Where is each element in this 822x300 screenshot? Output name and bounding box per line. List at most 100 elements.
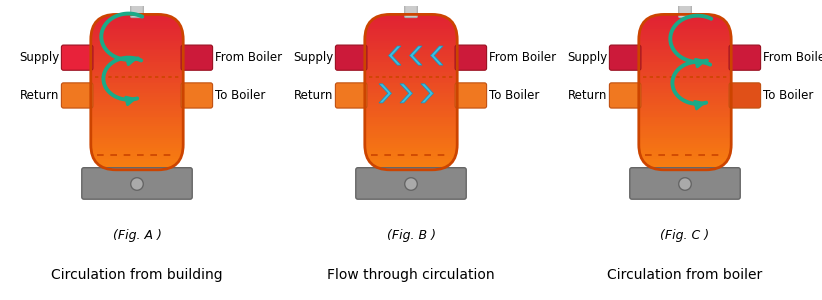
Bar: [639, 99, 732, 102]
Bar: [365, 140, 457, 142]
Bar: [639, 76, 732, 79]
Bar: [639, 14, 732, 16]
Bar: [365, 68, 457, 71]
Text: From Boiler: From Boiler: [763, 51, 822, 64]
Bar: [365, 20, 457, 22]
Bar: [639, 95, 732, 98]
Text: Circulation from boiler: Circulation from boiler: [607, 268, 763, 282]
Bar: [90, 155, 183, 158]
Bar: [365, 109, 457, 112]
Bar: [639, 130, 732, 133]
Bar: [365, 142, 457, 145]
Polygon shape: [431, 46, 443, 65]
Bar: [639, 148, 732, 150]
Bar: [639, 105, 732, 108]
Bar: [639, 20, 732, 22]
Bar: [90, 39, 183, 42]
Bar: [365, 95, 457, 98]
Bar: [365, 14, 457, 16]
Bar: [639, 107, 732, 110]
Bar: [90, 138, 183, 141]
Bar: [639, 62, 732, 65]
Text: Supply: Supply: [19, 51, 59, 64]
Bar: [639, 52, 732, 55]
Bar: [90, 52, 183, 55]
Bar: [365, 87, 457, 90]
FancyBboxPatch shape: [181, 45, 213, 70]
Bar: [639, 41, 732, 44]
Bar: [639, 29, 732, 32]
FancyBboxPatch shape: [404, 5, 418, 17]
Bar: [90, 101, 183, 104]
Bar: [365, 52, 457, 55]
Bar: [90, 111, 183, 113]
Bar: [365, 118, 457, 121]
Bar: [639, 43, 732, 46]
Bar: [90, 136, 183, 139]
Bar: [90, 163, 183, 166]
Bar: [365, 130, 457, 133]
Bar: [365, 83, 457, 86]
Bar: [90, 78, 183, 80]
Bar: [639, 70, 732, 73]
Bar: [90, 74, 183, 76]
Text: Supply: Supply: [567, 51, 607, 64]
Bar: [365, 50, 457, 53]
Bar: [639, 35, 732, 38]
Bar: [639, 17, 732, 20]
Bar: [365, 70, 457, 73]
Bar: [90, 49, 183, 51]
Bar: [365, 122, 457, 125]
Bar: [90, 93, 183, 96]
Bar: [639, 45, 732, 47]
Bar: [90, 33, 183, 36]
Bar: [365, 62, 457, 65]
Bar: [90, 97, 183, 100]
Bar: [90, 153, 183, 156]
Bar: [365, 78, 457, 80]
Bar: [90, 80, 183, 82]
Bar: [90, 124, 183, 127]
Bar: [90, 41, 183, 44]
Bar: [90, 50, 183, 53]
Bar: [639, 50, 732, 53]
Bar: [639, 132, 732, 135]
Bar: [639, 167, 732, 170]
Bar: [90, 58, 183, 61]
FancyBboxPatch shape: [455, 83, 487, 108]
Bar: [639, 64, 732, 67]
Bar: [365, 72, 457, 75]
Bar: [90, 70, 183, 73]
Bar: [90, 76, 183, 79]
Bar: [365, 35, 457, 38]
Bar: [365, 103, 457, 106]
Bar: [639, 134, 732, 137]
Bar: [365, 111, 457, 113]
Bar: [639, 146, 732, 148]
Bar: [90, 120, 183, 123]
Bar: [90, 87, 183, 90]
Text: Supply: Supply: [293, 51, 333, 64]
Text: To Boiler: To Boiler: [489, 89, 539, 102]
Bar: [365, 152, 457, 154]
Bar: [365, 74, 457, 76]
Bar: [90, 45, 183, 47]
FancyBboxPatch shape: [609, 83, 641, 108]
Bar: [90, 72, 183, 75]
Bar: [639, 83, 732, 86]
Bar: [639, 115, 732, 117]
Bar: [365, 37, 457, 40]
Bar: [90, 29, 183, 32]
Bar: [365, 33, 457, 36]
Bar: [90, 46, 183, 50]
Bar: [90, 68, 183, 71]
Bar: [90, 35, 183, 38]
FancyBboxPatch shape: [729, 83, 760, 108]
Bar: [90, 31, 183, 34]
Bar: [639, 54, 732, 57]
Polygon shape: [421, 84, 433, 103]
Bar: [90, 14, 183, 16]
Bar: [639, 149, 732, 152]
Bar: [365, 91, 457, 94]
Circle shape: [131, 178, 143, 190]
